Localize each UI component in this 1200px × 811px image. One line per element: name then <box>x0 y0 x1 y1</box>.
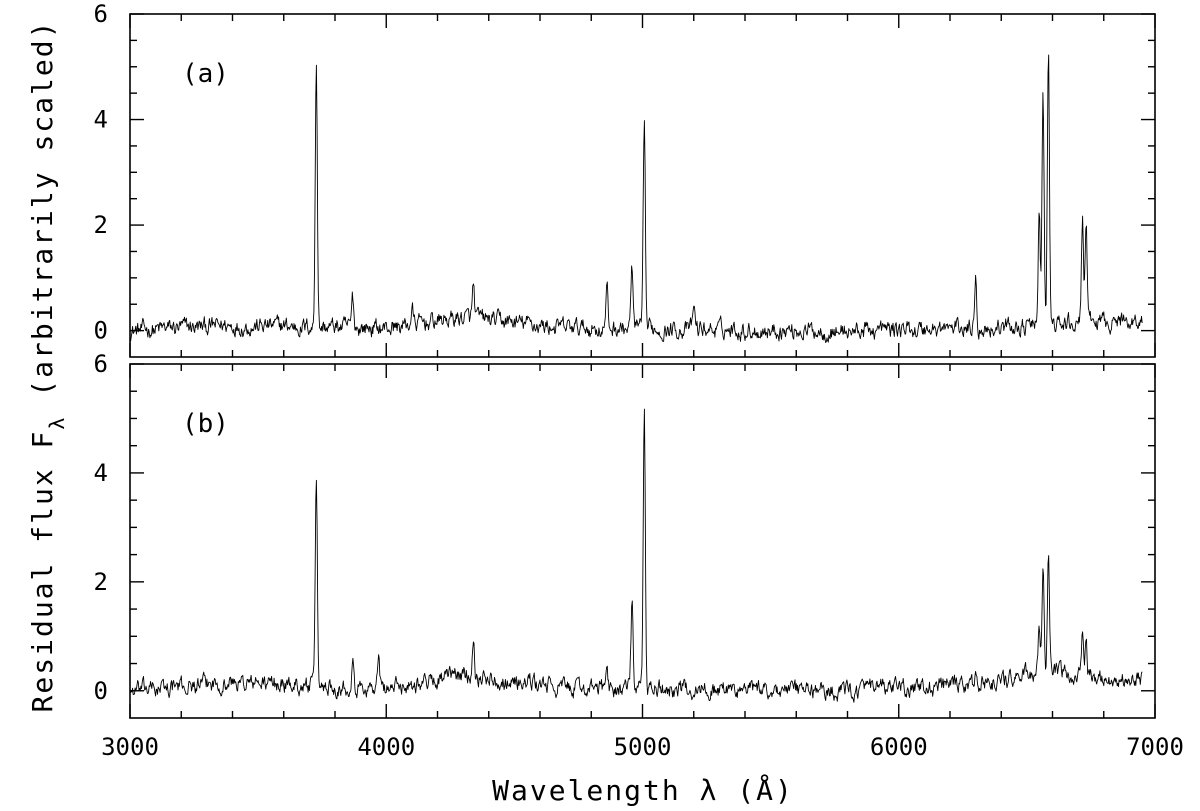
panels-group: 0 2 4 6 (a) 0 2 4 6 (b) <box>94 0 1156 719</box>
spectrum-line <box>130 408 1143 703</box>
x-tick-label: 3000 <box>101 733 159 761</box>
y-tick-label: 4 <box>94 106 108 134</box>
x-tick-label: 7000 <box>1126 733 1184 761</box>
panel-label: (a) <box>182 59 229 89</box>
x-axis-title: Wavelength λ (Å) <box>492 773 794 807</box>
y-tick-label: 6 <box>94 0 108 28</box>
y-axis-title: Residual flux Fλ (arbitrarily scaled) <box>26 20 69 713</box>
x-tick-label: 4000 <box>357 733 415 761</box>
x-tick-label: 5000 <box>614 733 672 761</box>
y-axis-title-subscript: λ <box>45 416 69 430</box>
panel-b: 0 2 4 6 (b) <box>94 350 1156 719</box>
y-tick-label: 2 <box>94 568 108 596</box>
y-tick-label: 2 <box>94 211 108 239</box>
panel-label: (b) <box>182 409 229 439</box>
panel-frame <box>129 13 1156 358</box>
y-tick-label: 4 <box>94 459 108 487</box>
x-tick-label: 6000 <box>870 733 928 761</box>
y-tick-label: 6 <box>94 350 108 378</box>
x-tick-labels: 3000 4000 5000 6000 7000 <box>101 733 1184 761</box>
panel-frame <box>129 363 1156 719</box>
spectrum-line <box>130 54 1143 343</box>
y-tick-label: 0 <box>94 677 108 705</box>
y-axis-title-main: Residual flux F <box>26 430 59 713</box>
y-axis-title-suffix: (arbitrarily scaled) <box>26 20 59 416</box>
y-tick-label: 0 <box>94 317 108 345</box>
panel-a: 0 2 4 6 (a) <box>94 0 1156 358</box>
